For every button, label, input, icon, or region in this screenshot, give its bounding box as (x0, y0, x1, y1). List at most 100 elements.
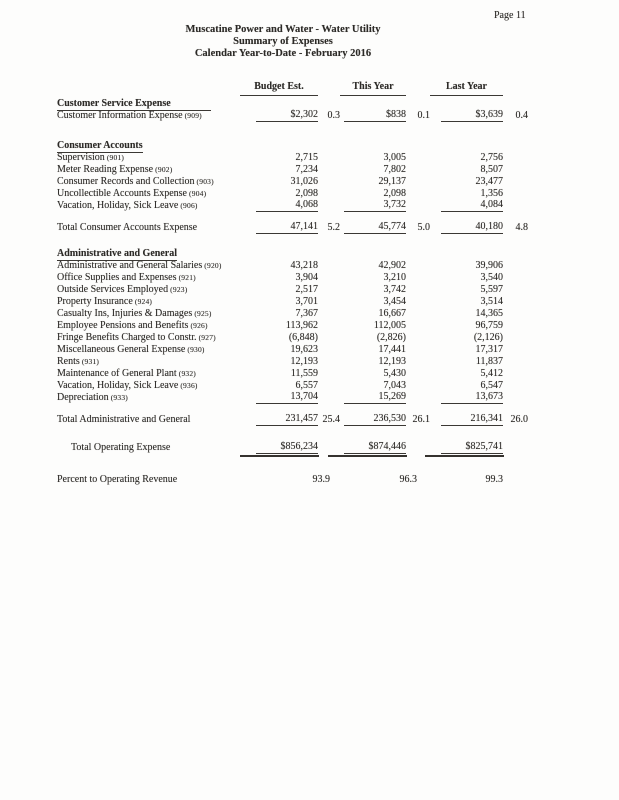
amount-value: $856,234 (240, 441, 319, 457)
row-label: Depreciation (933) (57, 392, 240, 404)
row-label: Meter Reading Expense (902) (57, 164, 240, 176)
amount-value: 236,530 (344, 413, 406, 426)
row-label: Customer Service Expense (57, 98, 240, 111)
amount-value: 47,141 (256, 221, 318, 234)
amount-value: 39,906 (475, 259, 504, 271)
row-label: Vacation, Holiday, Sick Leave (936) (57, 380, 240, 392)
table-row: Supervision (901) 2,715 3,005 2,756 (57, 152, 529, 164)
table-row: Uncollectible Accounts Expense (904) 2,09… (57, 188, 529, 200)
table-row: Vacation, Holiday, Sick Leave (906) 4,068… (57, 199, 529, 212)
account-number: (932) (176, 369, 197, 378)
row-label-text: Consumer Accounts (57, 140, 143, 153)
section-header-row: Customer Service Expense (57, 98, 529, 111)
row-label-text: Total Operating Expense (71, 442, 171, 453)
row-label: Customer Information Expense (909) (57, 110, 240, 122)
column-header-this-year: This Year (340, 81, 406, 96)
account-number: (909) (182, 111, 202, 120)
row-label-text: Administrative and General (57, 248, 177, 261)
amount-value: 3,005 (383, 151, 407, 163)
row-label-text: Customer Information Expense (57, 110, 183, 121)
report-title-utility: Muscatine Power and Water - Water Utilit… (185, 24, 381, 35)
row-label-text: Total Administrative and General (57, 414, 191, 425)
account-number: (931) (79, 357, 100, 366)
amount-value: 12,193 (290, 355, 319, 367)
percent-value: 25.4 (322, 414, 341, 425)
row-label-text: Outside Services Employed (57, 284, 169, 295)
amount-value: 2,756 (480, 151, 504, 163)
table-row: Maintenance of General Plant (932) 11,559… (57, 368, 529, 380)
percent-value: 26.0 (510, 414, 529, 425)
table-row: Customer Information Expense (909) $2,302… (57, 109, 529, 122)
percent-row: Percent to Operating Revenue 93.9 96.3 99.3 (57, 474, 529, 486)
row-label: Consumer Records and Collection (903) (57, 176, 240, 188)
amount-value: 4,084 (441, 199, 503, 212)
table-row: Vacation, Holiday, Sick Leave (936) 6,557… (57, 380, 529, 392)
column-header-last-year: Last Year (430, 81, 503, 96)
total-row: Total Consumer Accounts Expense 47,141 5.2… (57, 221, 529, 234)
row-label-text: Depreciation (57, 392, 109, 403)
report-title-block: Muscatine Power and Water - Water Utilit… (0, 24, 566, 60)
table-row: Office Supplies and Expenses (921) 3,904 3… (57, 272, 529, 284)
amount-value: (2,126) (473, 331, 503, 343)
row-spacer (57, 122, 529, 140)
total-row: Total Operating Expense $856,234 $874,446 $… (57, 441, 529, 457)
amount-value: 17,317 (475, 343, 504, 355)
account-number: (936) (178, 381, 198, 390)
column-header-budget-est: Budget Est. (240, 81, 318, 96)
amount-value: 3,540 (480, 271, 504, 283)
percent-value: 5.2 (327, 222, 341, 233)
amount-value: 7,043 (383, 379, 407, 391)
report-title-summary: Summary of Expenses (233, 36, 333, 47)
amount-value: 3,210 (383, 271, 407, 283)
table-body: Customer Service Expense Customer Informa… (57, 98, 529, 486)
account-number: (921) (176, 273, 196, 282)
row-label: Maintenance of General Plant (932) (57, 368, 240, 380)
row-label-text: Uncollectible Accounts Expense (57, 188, 187, 199)
amount-value: 96,759 (475, 319, 504, 331)
row-label: Vacation, Holiday, Sick Leave (906) (57, 200, 240, 212)
amount-value: 17,441 (378, 343, 407, 355)
amount-value: 5,412 (480, 367, 504, 379)
section-header-row: Consumer Accounts (57, 140, 529, 153)
amount-value: 2,098 (295, 187, 319, 199)
row-label-text: Customer Service Expense (57, 98, 211, 111)
amount-value: 1,356 (480, 187, 504, 199)
row-label: Fringe Benefits Charged to Constr. (927) (57, 332, 240, 344)
row-label: Employee Pensions and Benefits (926) (57, 320, 240, 332)
amount-value: 11,837 (475, 355, 503, 367)
account-number: (903) (194, 177, 214, 186)
row-label: Casualty Ins, Injuries & Damages (925) (57, 308, 240, 320)
amount-value: 13,704 (256, 391, 318, 404)
row-label-text: Total Consumer Accounts Expense (57, 222, 198, 233)
amount-value: 7,234 (295, 163, 319, 175)
row-label-text: Fringe Benefits Charged to Constr. (57, 332, 197, 343)
row-label: Consumer Accounts (57, 140, 240, 153)
row-label-text: Maintenance of General Plant (57, 368, 177, 379)
row-label-text: Supervision (57, 152, 105, 163)
amount-value: 7,367 (295, 307, 319, 319)
percent-value: 0.1 (417, 110, 431, 121)
amount-value: 5,430 (383, 367, 407, 379)
amount-value: 43,218 (290, 259, 319, 271)
amount-value: $874,446 (328, 441, 407, 457)
account-number: (925) (192, 309, 212, 318)
amount-value: 6,547 (480, 379, 504, 391)
table-row: Rents (931) 12,193 12,193 11,837 (57, 356, 529, 368)
table-row: Miscellaneous General Expense (930) 19,62… (57, 344, 529, 356)
row-label-text: Casualty Ins, Injuries & Damages (57, 308, 193, 319)
page-number: Page 11 (494, 10, 526, 21)
account-number: (930) (185, 345, 205, 354)
row-label-text: Property Insurance (57, 296, 133, 307)
row-spacer (57, 454, 529, 474)
amount-value: 42,902 (378, 259, 407, 271)
account-number: (901) (104, 153, 125, 162)
row-label: Administrative and General Salaries (920… (57, 260, 240, 272)
table-row: Casualty Ins, Injuries & Damages (925) 7,… (57, 308, 529, 320)
row-label-text: Vacation, Holiday, Sick Leave (57, 200, 179, 211)
row-label: Percent to Operating Revenue (57, 474, 240, 486)
row-label: Supervision (901) (57, 152, 240, 164)
amount-value: (6,848) (288, 331, 318, 343)
amount-value: 40,180 (441, 221, 503, 234)
amount-value: 3,701 (295, 295, 319, 307)
